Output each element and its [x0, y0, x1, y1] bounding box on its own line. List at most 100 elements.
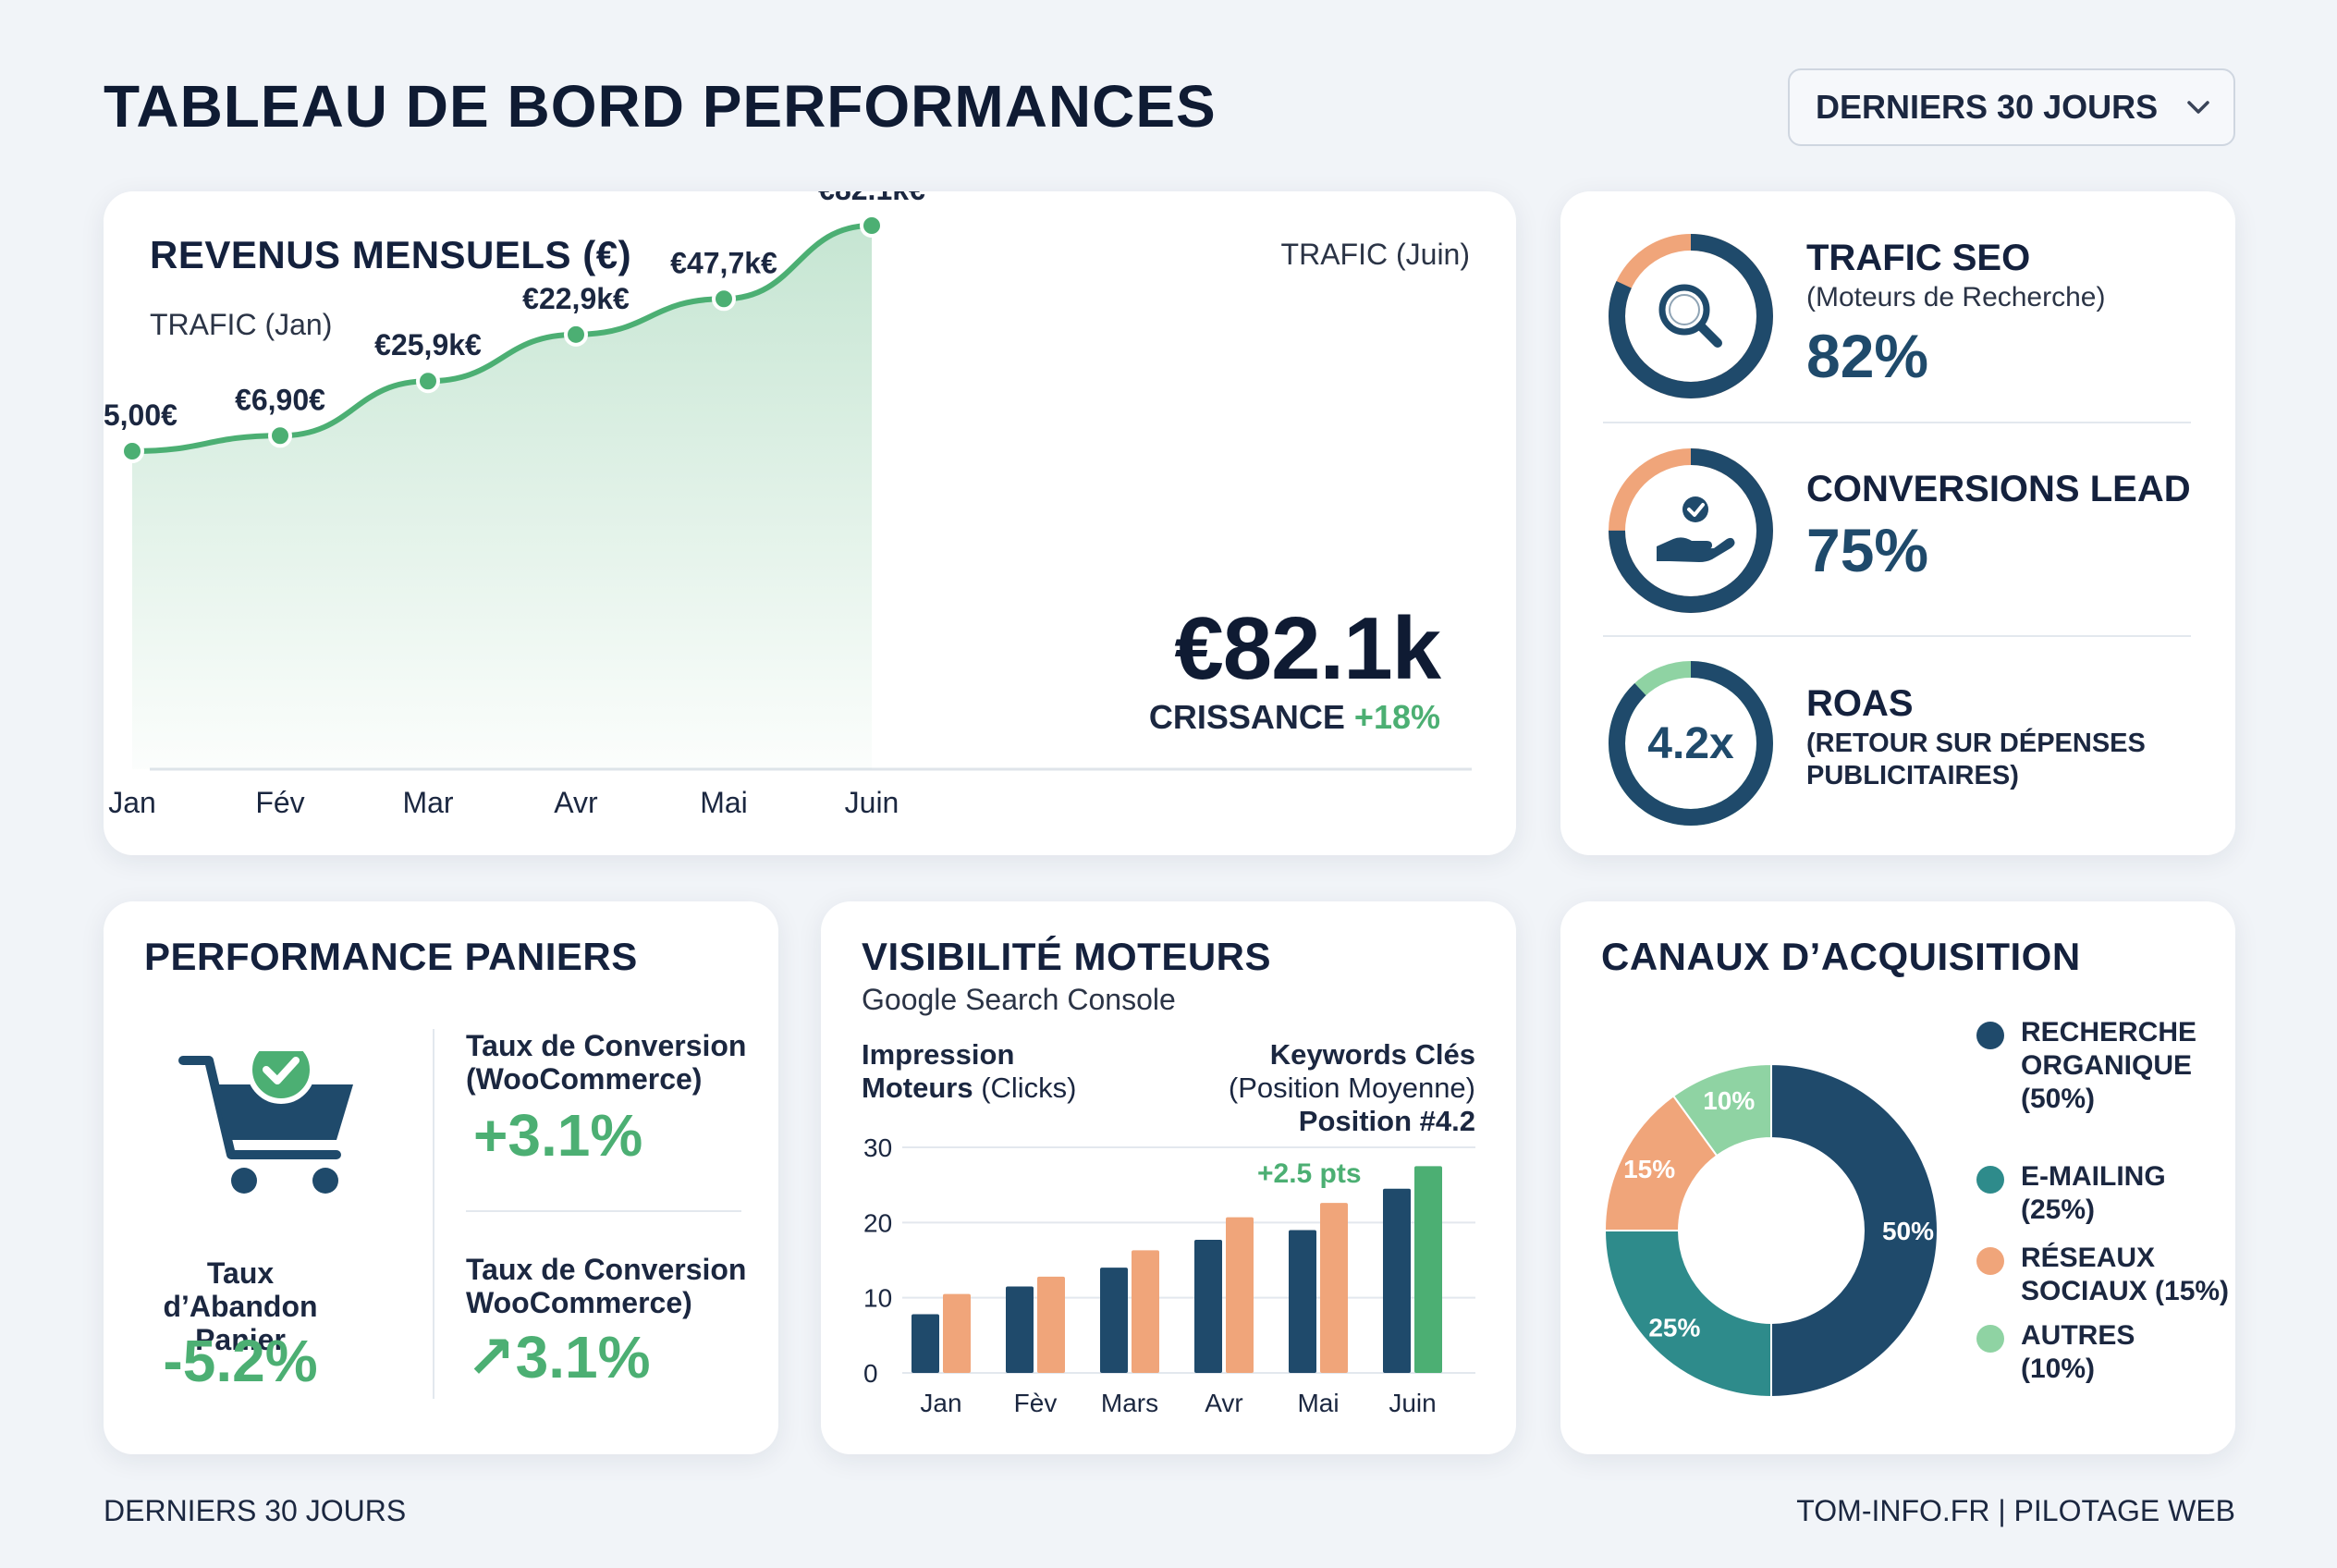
roas-gauge-value: 4.2x [1647, 719, 1734, 768]
kpi-card: TRAFIC SEO (Moteurs de Recherche) 82% CO… [1560, 191, 2235, 855]
legend-dot [1976, 1247, 2004, 1275]
revenue-line-chart: €5,00€ Jan €6,90€ Fév €25,9k€ Mar €22,9k€ Avr €4… [104, 191, 1472, 819]
revenue-x-tick: Mai [700, 786, 748, 819]
period-dropdown[interactable]: DERNIERS 30 JOURS [1788, 68, 2235, 146]
revenue-point [564, 322, 588, 347]
growth-value: +18% [1353, 698, 1440, 736]
bar [1414, 1166, 1442, 1373]
revenue-data-label: €47,7k€ [670, 246, 777, 279]
footer-left: DERNIERS 30 JOURS [104, 1494, 407, 1527]
donut-slice-label: 50% [1882, 1217, 1934, 1245]
revenue-data-label: €22,9k€ [522, 282, 630, 315]
revenue-area [132, 226, 872, 769]
revenue-data-label: €82.1k€ [818, 191, 925, 206]
footer-right: TOM-INFO.FR | PILOTAGE WEB [1796, 1494, 2235, 1527]
leads-value: 75% [1806, 516, 1929, 584]
donut-slice-label: 10% [1703, 1086, 1755, 1115]
legend-item: E-MAILING (25%) [1976, 1160, 2166, 1227]
hand-check-icon [1657, 496, 1735, 562]
bar-x-tick: Jan [920, 1389, 961, 1417]
legend-dot [1976, 1022, 2004, 1049]
acquisition-title: CANAUX D’ACQUISITION [1601, 935, 2081, 978]
visibility-card: VISIBILITÉ MOTEURS Google Search Console… [821, 901, 1516, 1454]
bar [943, 1293, 971, 1373]
seo-title: TRAFIC SEO [1806, 238, 2031, 278]
bar-x-tick: Fèv [1014, 1389, 1058, 1417]
bar-x-tick: Juin [1389, 1389, 1436, 1417]
roas-title: ROAS [1806, 683, 1914, 724]
bar-x-tick: Mai [1297, 1389, 1339, 1417]
donut-slice [1671, 1062, 1772, 1158]
period-dropdown-label: DERNIERS 30 JOURS [1816, 88, 2159, 126]
legend-item: RECHERCHE ORGANIQUE (50%) [1976, 1016, 2196, 1116]
revenue-x-tick: Juin [845, 786, 899, 819]
roas-gauge-fill [1609, 661, 1773, 826]
revenue-point [712, 287, 736, 312]
keywords-legend-normal: (Position Moyenne) [1228, 1072, 1475, 1104]
seo-gauge [1609, 234, 1773, 398]
revenue-data-label: €25,9k€ [374, 328, 482, 361]
bar-y-tick: 30 [863, 1133, 892, 1162]
legend-label: AUTRES (10%) [2021, 1320, 2135, 1384]
bar-y-tick: 20 [863, 1208, 892, 1237]
conv1-label: Taux de Conversion (WooCommerce) [466, 1029, 747, 1096]
traffic-end-label: TRAFIC (Juin) [1280, 238, 1470, 271]
legend-dot [1976, 1166, 2004, 1194]
revenue-card: REVENUS MENSUELS (€) TRAFIC (Jan) TRAFIC… [104, 191, 1516, 855]
impressions-legend-normal: (Clicks) [973, 1072, 1077, 1104]
bar [1100, 1268, 1128, 1373]
legend-item: RÉSEAUX SOCIAUX (15%) [1976, 1242, 2229, 1308]
baskets-title: PERFORMANCE PANIERS [144, 935, 638, 978]
legend-label: RÉSEAUX SOCIAUX (15%) [2021, 1243, 2230, 1306]
bar-annotation: +2.5 pts [1257, 1158, 1362, 1189]
revenue-point [860, 214, 884, 238]
impressions-legend-bold: Moteurs [862, 1072, 973, 1104]
bar [1383, 1188, 1411, 1373]
page-title: TABLEAU DE BORD PERFORMANCES [104, 73, 1217, 140]
kpi-divider-2 [1603, 635, 2191, 637]
revenue-line [129, 223, 875, 454]
traffic-start-label: TRAFIC (Jan) [150, 308, 333, 341]
bar [1194, 1240, 1222, 1373]
acquisition-donut-chart: 50% 25% 15% 10% [1603, 1062, 1939, 1399]
donut-slice [1770, 1062, 1939, 1399]
bar [912, 1314, 939, 1373]
legend-dot [1976, 1325, 2004, 1353]
revenue-data-label: €6,90€ [235, 383, 325, 416]
bar [1006, 1286, 1034, 1373]
bar [1320, 1203, 1348, 1373]
baskets-vertical-divider [433, 1029, 434, 1399]
baskets-horizontal-divider [466, 1210, 741, 1212]
bar [1226, 1217, 1254, 1373]
abandon-value: -5.2% [163, 1328, 318, 1394]
legend-item: AUTRES (10%) [1976, 1319, 2135, 1386]
growth-label: CRISSANCE [1148, 698, 1345, 736]
revenue-point [416, 369, 440, 394]
bar [1289, 1230, 1316, 1373]
keywords-legend: Keywords Clés (Position Moyenne) Positio… [1229, 1038, 1475, 1138]
revenue-data-label: €5,00€ [104, 398, 177, 432]
conv1-value: +3.1% [473, 1102, 643, 1169]
roas-gauge: 4.2x [1609, 661, 1773, 826]
conv2-value: ↗3.1% [466, 1324, 651, 1390]
leads-gauge [1609, 448, 1773, 613]
visibility-bar-chart: 0 10 20 30 Jan Fèv Mars Avr Mai Juin [863, 1133, 1475, 1417]
search-icon [1658, 284, 1722, 348]
revenue-x-tick: Avr [554, 786, 598, 819]
revenue-x-tick: Jan [108, 786, 156, 819]
roas-subtitle: (RETOUR SUR DÉPENSES PUBLICITAIRES) [1806, 729, 2146, 790]
keywords-legend-bold: Keywords Clés [1269, 1038, 1475, 1071]
seo-subtitle: (Moteurs de Recherche) [1806, 282, 2106, 312]
shopping-cart-icon [178, 1051, 353, 1194]
revenue-x-tick: Fév [255, 786, 304, 819]
seo-gauge-fill [1609, 234, 1773, 398]
conv2-label: Taux de Conversion WooCommerce) [466, 1253, 747, 1319]
abandon-label: Taux d’Abandon Panier [163, 1256, 318, 1356]
visibility-title: VISIBILITÉ MOTEURS [862, 935, 1272, 978]
revenue-growth: CRISSANCE +18% [1149, 698, 1440, 737]
impressions-legend: Impression Moteurs (Clicks) [862, 1038, 1077, 1105]
legend-label: RECHERCHE ORGANIQUE (50%) [2021, 1017, 2197, 1114]
revenue-title: REVENUS MENSUELS (€) [150, 233, 632, 276]
revenue-x-tick: Mar [402, 786, 453, 819]
baskets-card: PERFORMANCE PANIERS Taux d’Abandon Panie… [104, 901, 778, 1454]
